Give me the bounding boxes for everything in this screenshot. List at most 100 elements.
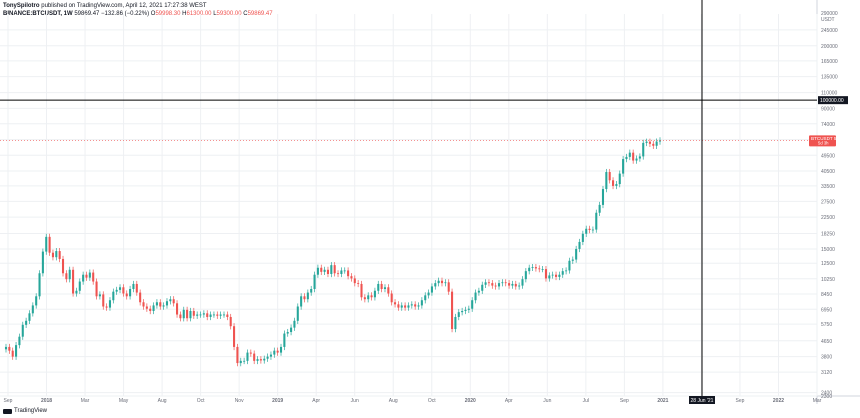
candle [511,280,514,289]
candle [400,302,403,311]
candle-body [75,290,78,294]
candle-body [61,258,65,274]
candle-body [373,290,376,298]
high-label: H [182,11,187,17]
candle-body [246,352,249,361]
candle [605,168,608,193]
candle [31,302,34,317]
candle-body [340,270,343,274]
candle-body [427,292,430,296]
close-value: 59869.47 [247,11,273,17]
price-tick-label: 40500 [821,169,835,175]
candle [618,170,621,188]
candle-body [283,333,286,347]
candle [243,357,246,365]
candle-body [400,305,403,308]
candle [534,264,537,272]
candle-body [18,336,21,346]
candle-body [139,292,142,303]
candle-body [236,346,239,364]
candle-body [605,172,608,190]
price-tick-label: 165000 [821,59,838,65]
candle [25,317,28,329]
candle-body [581,233,584,242]
candle [216,311,219,319]
candle [169,296,172,305]
candle-body [407,305,410,308]
candle-body [464,309,467,311]
candle [420,297,423,309]
candle-body [414,304,417,307]
candle-body [85,274,88,278]
candle [367,292,370,303]
candle [571,256,574,264]
candle [129,285,132,300]
candle [51,249,54,261]
candle [612,177,615,190]
candle [75,287,78,297]
candle [303,293,306,303]
candle-body [658,140,662,142]
candle [229,313,232,330]
candle-body [233,326,236,347]
price-tick-label: 200000 [821,44,838,50]
candle [578,238,581,253]
candle-body [152,305,155,311]
candle [199,311,202,318]
candle-body [102,294,105,307]
candle [172,296,175,307]
candle-body [642,142,645,157]
candle-body [471,300,474,309]
price-tick-label: 8450 [821,292,832,298]
candle [132,280,135,293]
candle [548,272,551,282]
candle [494,282,497,290]
candle-body [199,314,202,316]
candle [259,356,262,364]
candle-body [11,350,14,357]
candle [326,266,330,278]
candle [581,230,584,246]
chart-grid [0,0,860,404]
candle [88,269,91,281]
time-tick-label: 2018 [41,398,52,404]
candle [35,293,38,309]
candle-body [350,276,353,279]
candle-body [457,312,460,317]
candle-body [394,302,397,305]
candle [561,268,564,278]
candle [474,289,477,304]
candle-body [347,270,350,277]
candle [72,266,75,297]
candle [122,284,125,297]
candle [330,262,333,278]
candle [192,307,195,319]
candle-body [390,293,393,303]
candle [155,299,158,309]
candle-body [568,260,571,271]
candle-body [437,280,440,284]
candle [186,306,189,322]
price-tick-label: 245000 [821,28,838,34]
candle-body [25,320,28,325]
time-tick-label: May [119,398,129,404]
candle [524,268,527,283]
candle-body [514,283,517,287]
last-price: 59869.47 [74,11,100,17]
candle [135,280,138,296]
candle [440,277,444,287]
candle [504,279,507,287]
candle-body [595,212,598,230]
candle-body [383,287,387,290]
candle [8,343,11,354]
candle-body [239,360,242,364]
candle-body [538,268,541,270]
candle-body [417,305,420,307]
time-tick-label: Mar [81,398,90,404]
candle [125,290,128,300]
candle-body [622,159,625,174]
candle [118,284,122,294]
time-tick-label: Aug [389,398,398,404]
candle [15,342,18,360]
